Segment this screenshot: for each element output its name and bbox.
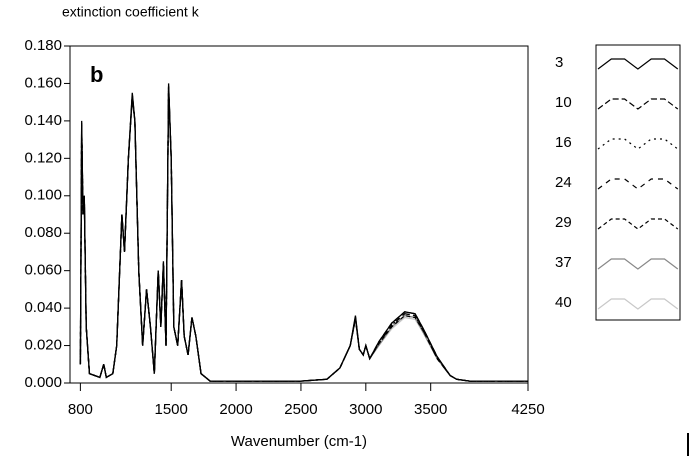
x-tick-label: 4250 [511, 401, 544, 418]
y-tick-label: 0.000 [24, 374, 62, 391]
series-line [79, 87, 528, 382]
series-line [79, 89, 528, 382]
legend-label: 40 [555, 294, 572, 311]
legend-swatch [597, 98, 679, 110]
legend-label: 3 [555, 54, 563, 71]
x-axis-label: Wavenumber (cm-1) [231, 433, 367, 450]
series-line [79, 89, 528, 382]
y-tick-label: 0.020 [24, 337, 62, 354]
y-tick-label: 0.120 [24, 149, 62, 166]
y-tick-label: 0.160 [24, 74, 62, 91]
legend-label: 37 [555, 254, 572, 271]
y-tick-label: 0.180 [24, 37, 62, 54]
annotation: b [90, 62, 103, 87]
legend-swatch [597, 218, 679, 230]
y-tick-label: 0.100 [24, 187, 62, 204]
series-line [79, 85, 528, 382]
plot-frame [69, 45, 529, 384]
y-tick-label: 0.080 [24, 224, 62, 241]
series-line [79, 85, 528, 382]
legend-swatch [597, 58, 679, 70]
series-line [79, 87, 528, 382]
x-tick-label: 800 [68, 401, 93, 418]
legend-box [595, 44, 681, 321]
x-tick-label: 3000 [349, 401, 382, 418]
x-tick-label: 2000 [219, 401, 252, 418]
legend-label: 24 [555, 174, 572, 191]
legend-label: 10 [555, 94, 572, 111]
x-tick-label: 1500 [155, 401, 188, 418]
series-line [79, 83, 528, 382]
y-tick-label: 0.040 [24, 299, 62, 316]
y-axis-label: extinction coefficient k [62, 4, 200, 20]
legend-label: 16 [555, 134, 572, 151]
x-tick-label: 3500 [414, 401, 447, 418]
legend-swatch [597, 298, 679, 310]
legend-swatch [597, 258, 679, 270]
y-tick-label: 0.140 [24, 112, 62, 129]
legend-label: 29 [555, 214, 572, 231]
x-tick-label: 2500 [284, 401, 317, 418]
y-tick-label: 0.060 [24, 262, 62, 279]
